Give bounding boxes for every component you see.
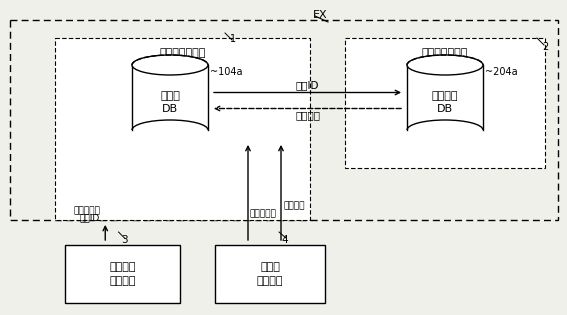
Bar [65, 245, 180, 303]
Text: 社員ID: 社員ID [296, 81, 319, 90]
Text: 声情報
DB: 声情報 DB [160, 91, 180, 114]
Text: 音声データ: 音声データ [73, 206, 100, 215]
Ellipse shape [407, 55, 483, 75]
Text: 録音データ: 録音データ [250, 209, 277, 218]
Text: 社員情報
DB: 社員情報 DB [431, 91, 458, 114]
Text: 1: 1 [230, 34, 236, 44]
Text: 3: 3 [121, 235, 128, 245]
Text: EX: EX [312, 10, 327, 20]
Bar [215, 245, 325, 303]
Text: 社員情報サーバ: 社員情報サーバ [422, 48, 468, 58]
Text: 社員情報: 社員情報 [295, 111, 320, 121]
Bar [345, 38, 545, 168]
Text: 2: 2 [542, 42, 548, 52]
Text: 遠隔会議
実施端末: 遠隔会議 実施端末 [109, 262, 136, 286]
Bar [407, 65, 483, 130]
Text: 社員ID: 社員ID [80, 213, 100, 222]
Text: アプリ
実行端末: アプリ 実行端末 [257, 262, 284, 286]
Text: ~104a: ~104a [210, 67, 243, 77]
Text: 遠隔会議サーバ: 遠隔会議サーバ [159, 48, 206, 58]
Ellipse shape [132, 55, 208, 75]
Bar [132, 65, 208, 130]
Bar [55, 38, 310, 220]
Text: 4: 4 [282, 235, 288, 245]
Bar [10, 20, 558, 220]
Text: 社員情報: 社員情報 [283, 201, 304, 210]
Text: ~204a: ~204a [485, 67, 518, 77]
